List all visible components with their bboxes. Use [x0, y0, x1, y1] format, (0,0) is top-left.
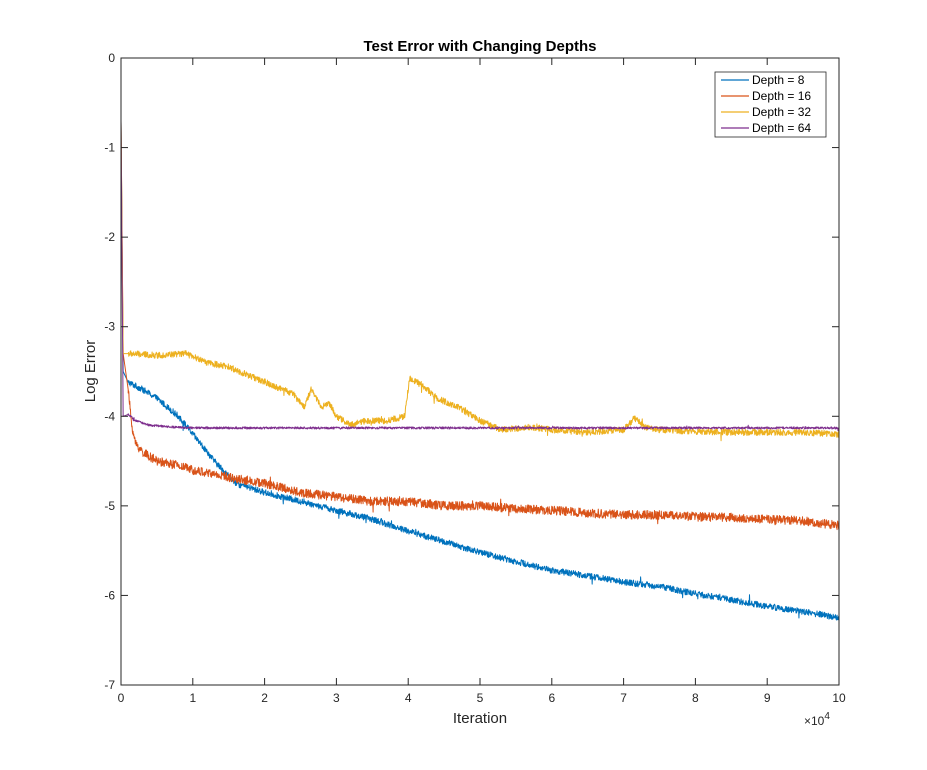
x-tick-label: 3 — [333, 691, 340, 705]
legend-label-1: Depth = 8 — [752, 73, 805, 87]
legend-items: Depth = 8 Depth = 16 Depth = 32 Depth = 64 — [721, 73, 811, 135]
chart-title: Test Error with Changing Depths — [363, 38, 596, 55]
x-axis-exponent-power: 4 — [824, 711, 830, 722]
ticks-layer: 0 1 2 3 4 5 6 7 8 9 10 0 -1 -2 -3 -4 -5 -6 -7 — [104, 51, 846, 705]
y-tick-label: -6 — [104, 588, 115, 602]
series-layer — [120, 120, 840, 621]
x-axis-label: Iteration — [453, 710, 507, 727]
y-tick-label: -3 — [104, 320, 115, 334]
x-tick-label: 9 — [764, 691, 771, 705]
x-tick-label: 1 — [189, 691, 196, 705]
x-tick-label: 4 — [405, 691, 412, 705]
legend-box — [714, 71, 827, 138]
series-line-4 — [120, 120, 840, 432]
x-tick-label: 5 — [477, 691, 484, 705]
y-tick-label: -2 — [104, 230, 115, 244]
x-tick-label: 8 — [692, 691, 699, 705]
plot-area — [121, 58, 839, 685]
x-axis-exponent-base: ×10 — [804, 714, 825, 728]
x-tick-label: 6 — [548, 691, 555, 705]
legend: Depth = 8 Depth = 16 Depth = 32 Depth = 64 — [714, 71, 827, 138]
y-tick-label: -1 — [104, 141, 115, 155]
series-line-2 — [120, 120, 840, 531]
legend-label-4: Depth = 64 — [752, 121, 811, 135]
x-tick-label: 10 — [832, 691, 846, 705]
series-line-3 — [120, 120, 840, 442]
x-tick-label: 2 — [261, 691, 268, 705]
legend-label-2: Depth = 16 — [752, 89, 811, 103]
x-tick-label: 0 — [118, 691, 125, 705]
x-axis-exponent: ×104 — [804, 711, 830, 728]
legend-label-3: Depth = 32 — [752, 105, 811, 119]
series-line-1 — [120, 120, 840, 621]
y-axis-label: Log Error — [82, 340, 99, 403]
y-tick-label: 0 — [108, 51, 115, 65]
y-tick-label: -5 — [104, 499, 115, 513]
y-tick-label: -4 — [104, 409, 115, 423]
y-tick-label: -7 — [104, 678, 115, 692]
x-tick-label: 7 — [620, 691, 627, 705]
